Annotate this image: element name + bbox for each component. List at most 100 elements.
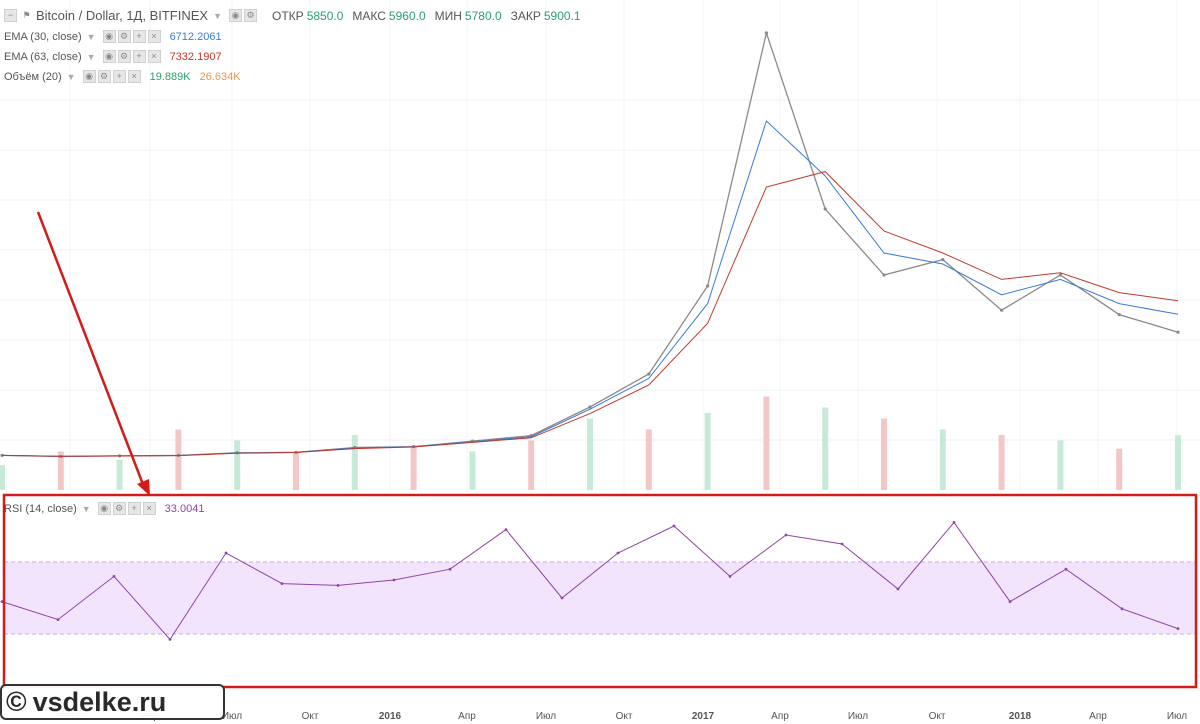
high-label: МАКС <box>352 8 386 23</box>
flag-icon[interactable]: ⚑ <box>22 10 31 20</box>
rsi-name: RSI (14, close) <box>4 502 77 515</box>
x-tick-label: Окт <box>929 711 946 722</box>
add-icon[interactable]: + <box>112 70 126 83</box>
price-point <box>706 284 710 288</box>
rsi-point <box>56 618 60 621</box>
gear-icon[interactable]: ⚙ <box>244 9 258 22</box>
eye-icon[interactable]: ◉ <box>82 70 96 83</box>
rsi-point <box>392 578 396 582</box>
volume-bar <box>1175 435 1181 490</box>
volume-bar <box>0 465 5 490</box>
rsi-point <box>1120 607 1124 611</box>
volume-bar <box>410 446 417 490</box>
close-label: ЗАКР <box>510 8 541 23</box>
rsi-point <box>280 582 284 585</box>
eye-icon[interactable]: ◉ <box>229 9 243 22</box>
x-axis-background <box>0 706 1200 724</box>
x-tick-label: Окт <box>616 711 633 722</box>
low-value: 5780.0 <box>464 8 502 23</box>
rsi-point <box>336 584 340 587</box>
price-point <box>0 453 4 457</box>
volume-bar <box>1057 440 1064 490</box>
add-icon[interactable]: + <box>132 30 146 43</box>
volume-bar <box>822 407 829 490</box>
rsi-point <box>1008 600 1012 603</box>
rsi-point <box>0 600 4 603</box>
price-point <box>1000 308 1004 312</box>
price-line-2 <box>1 171 1179 457</box>
volume-bar <box>351 435 358 490</box>
close-icon[interactable]: × <box>127 70 141 83</box>
price-point <box>823 207 827 211</box>
rsi-point <box>728 575 732 578</box>
volume-bar <box>998 435 1005 490</box>
volume-bar <box>175 429 182 490</box>
x-tick-label: Июл <box>1167 711 1187 722</box>
rsi-point <box>952 521 956 524</box>
price-point <box>1117 313 1121 317</box>
volume-bar <box>1116 448 1123 490</box>
ema63-name: EMA (63, close) <box>4 50 82 63</box>
gear-icon[interactable]: ⚙ <box>112 502 126 515</box>
volume-legend: Объём (20) ▼ ◉ ⚙ + × 19.889K 26.634K <box>4 70 241 83</box>
chevron-down-icon[interactable]: ▼ <box>86 51 96 62</box>
main-legend: − ⚑ Bitcoin / Dollar, 1Д, BITFINEX ▼ ◉ ⚙… <box>4 8 581 23</box>
chevron-down-icon[interactable]: ▼ <box>66 71 76 82</box>
rsi-point <box>504 528 508 531</box>
gear-icon[interactable]: ⚙ <box>97 70 111 83</box>
price-point <box>764 31 769 35</box>
rsi-line <box>1 521 1179 641</box>
x-tick-label: 2017 <box>692 711 715 722</box>
volume-bar <box>587 418 593 490</box>
close-icon[interactable]: × <box>147 30 161 43</box>
watermark: © vsdelke.ru <box>0 684 225 720</box>
open-value: 5850.0 <box>306 8 344 23</box>
ema30-legend: EMA (30, close) ▼ ◉ ⚙ + × 6712.2061 <box>4 30 222 43</box>
price-line-0 <box>1 30 1179 458</box>
ema63-value: 7332.1907 <box>169 50 222 63</box>
rsi-point <box>784 533 788 537</box>
x-tick-label: Июл <box>222 711 242 722</box>
price-point <box>1176 330 1180 334</box>
ema63-legend: EMA (63, close) ▼ ◉ ⚙ + × 7332.1907 <box>4 50 222 63</box>
x-tick-label: Окт <box>302 711 319 722</box>
price-point <box>941 258 945 262</box>
volume-bar <box>234 440 241 490</box>
close-icon[interactable]: × <box>147 50 161 63</box>
chevron-down-icon[interactable]: ▼ <box>81 503 91 514</box>
eye-icon[interactable]: ◉ <box>97 502 111 515</box>
add-icon[interactable]: + <box>127 502 141 515</box>
eye-icon[interactable]: ◉ <box>102 30 116 43</box>
rsi-legend: RSI (14, close) ▼ ◉ ⚙ + × 33.0041 <box>4 502 204 515</box>
rsi-point <box>840 542 844 546</box>
volume-bar <box>939 429 946 490</box>
rsi-value: 33.0041 <box>164 502 205 515</box>
gear-icon[interactable]: ⚙ <box>117 30 131 43</box>
x-tick-label: 2018 <box>1009 711 1032 722</box>
high-value: 5960.0 <box>388 8 426 23</box>
x-tick-label: Апр <box>458 711 476 722</box>
rsi-point <box>616 551 620 555</box>
gear-icon[interactable]: ⚙ <box>117 50 131 63</box>
collapse-icon[interactable]: − <box>4 9 17 22</box>
rsi-point <box>560 596 564 600</box>
add-icon[interactable]: + <box>132 50 146 63</box>
volume-value: 19.889K <box>149 70 191 83</box>
chevron-down-icon[interactable]: ▼ <box>86 31 96 42</box>
chevron-down-icon[interactable]: ▼ <box>213 10 223 21</box>
rsi-highlight-box <box>2 493 1198 689</box>
eye-icon[interactable]: ◉ <box>102 50 116 63</box>
x-tick-label: Июл <box>848 711 868 722</box>
rsi-overbought-oversold-band <box>4 562 1196 634</box>
rsi-series <box>0 521 1180 641</box>
volume-bar <box>57 451 64 490</box>
volume-name: Объём (20) <box>4 70 62 83</box>
volume-bar <box>704 413 711 490</box>
ema30-name: EMA (30, close) <box>4 30 82 43</box>
volume-ma-value: 26.634K <box>199 70 241 83</box>
rsi-point <box>1176 627 1180 630</box>
close-icon[interactable]: × <box>142 502 156 515</box>
x-tick-label: Апр <box>771 711 789 722</box>
x-tick-label: Апр <box>1089 711 1107 722</box>
